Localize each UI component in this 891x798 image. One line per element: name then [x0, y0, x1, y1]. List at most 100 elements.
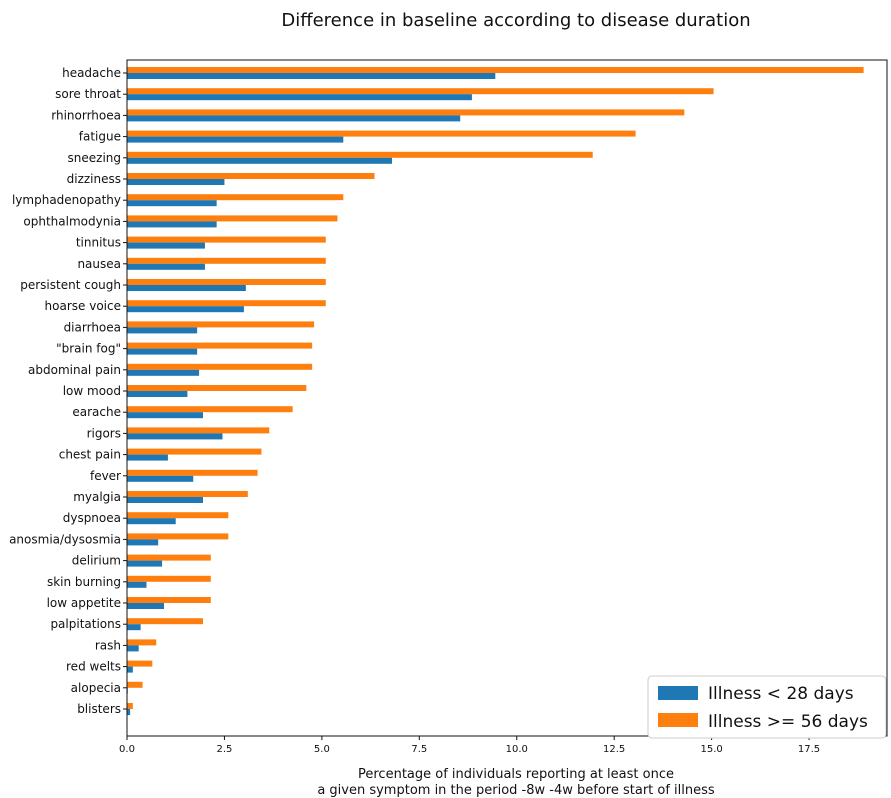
- bar-blisters-illness-56-days-or-more: [127, 703, 133, 709]
- bar-fever-illness-56-days-or-more: [127, 469, 258, 476]
- y-tick-label-anosmia-dysosmia: anosmia/dysosmia: [9, 532, 121, 546]
- bar-brain-fog-illness-56-days-or-more: [127, 342, 313, 349]
- bar-palpitations-illness-under-28-days: [127, 624, 141, 631]
- bar-lymphadenopathy-illness-under-28-days: [127, 200, 217, 207]
- bar-headache-illness-under-28-days: [127, 73, 496, 79]
- y-tick-label-rhinorrhoea: rhinorrhoea: [51, 108, 121, 122]
- bar-abdominal-pain-illness-56-days-or-more: [127, 363, 313, 370]
- y-tick-label-low-mood: low mood: [63, 384, 121, 398]
- y-tick-label-hoarse-voice: hoarse voice: [45, 299, 121, 313]
- y-tick-label-brain-fog: "brain fog": [56, 342, 121, 356]
- bar-rash-illness-56-days-or-more: [127, 639, 157, 646]
- y-tick-label-ophthalmodynia: ophthalmodynia: [23, 214, 121, 228]
- bar-fever-illness-under-28-days: [127, 475, 194, 482]
- chart-title: Difference in baseline according to dise…: [281, 10, 750, 31]
- y-tick-label-abdominal-pain: abdominal pain: [28, 363, 121, 377]
- legend-label-illness-56-days-or-more: Illness >= 56 days: [708, 712, 868, 732]
- bar-dyspnoea-illness-under-28-days: [127, 518, 176, 525]
- y-tick-label-delirium: delirium: [72, 554, 121, 568]
- bar-rigors-illness-under-28-days: [127, 433, 223, 440]
- y-tick-label-myalgia: myalgia: [73, 490, 121, 504]
- y-tick-label-lymphadenopathy: lymphadenopathy: [12, 193, 121, 207]
- y-tick-label-chest-pain: chest pain: [59, 448, 121, 462]
- bar-chest-pain-illness-56-days-or-more: [127, 448, 262, 455]
- bar-alopecia-illness-56-days-or-more: [127, 681, 143, 688]
- bar-dizziness-illness-56-days-or-more: [127, 173, 375, 179]
- y-tick-label-headache: headache: [62, 66, 121, 80]
- legend-swatch-illness-56-days-or-more: [658, 713, 698, 727]
- y-tick-label-red-welts: red welts: [66, 660, 121, 674]
- bar-rhinorrhoea-illness-56-days-or-more: [127, 109, 685, 116]
- bar-sore-throat-illness-under-28-days: [127, 94, 472, 101]
- x-tick-label-1: 2.5: [216, 744, 232, 755]
- bar-rigors-illness-56-days-or-more: [127, 427, 270, 434]
- bar-fatigue-illness-56-days-or-more: [127, 130, 636, 137]
- y-tick-label-tinnitus: tinnitus: [76, 236, 121, 250]
- x-tick-label-2: 5.0: [314, 744, 330, 755]
- bar-nausea-illness-56-days-or-more: [127, 257, 326, 264]
- y-tick-label-alopecia: alopecia: [71, 681, 121, 695]
- bar-fatigue-illness-under-28-days: [127, 136, 344, 143]
- bar-palpitations-illness-56-days-or-more: [127, 618, 203, 625]
- y-tick-label-persistent-cough: persistent cough: [20, 278, 121, 292]
- bar-brain-fog-illness-under-28-days: [127, 348, 198, 355]
- y-tick-label-diarrhoea: diarrhoea: [64, 320, 121, 334]
- bar-nausea-illness-under-28-days: [127, 263, 205, 270]
- bar-low-mood-illness-56-days-or-more: [127, 385, 307, 391]
- bar-headache-illness-56-days-or-more: [127, 67, 864, 73]
- bar-skin-burning-illness-56-days-or-more: [127, 575, 211, 582]
- bar-red-welts-illness-under-28-days: [127, 666, 133, 673]
- x-axis-label-line-1: Percentage of individuals reporting at l…: [358, 767, 674, 782]
- bar-red-welts-illness-56-days-or-more: [127, 660, 153, 667]
- y-tick-label-rash: rash: [95, 638, 121, 652]
- bar-sneezing-illness-56-days-or-more: [127, 151, 593, 158]
- bar-myalgia-illness-under-28-days: [127, 497, 203, 503]
- bar-diarrhoea-illness-under-28-days: [127, 327, 198, 334]
- y-tick-label-low-appetite: low appetite: [47, 596, 121, 610]
- bars-layer: [127, 67, 864, 715]
- bar-tinnitus-illness-under-28-days: [127, 242, 205, 249]
- bar-ophthalmodynia-illness-under-28-days: [127, 221, 217, 228]
- plot-frame: [126, 59, 888, 737]
- y-axis-ticks: headache sore throat rhinorrhoea fatigue sne…: [9, 66, 127, 716]
- bar-earache-illness-under-28-days: [127, 412, 203, 419]
- y-tick-label-fever: fever: [90, 469, 121, 483]
- y-tick-label-sore-throat: sore throat: [55, 87, 121, 101]
- x-tick-label-4: 10.0: [506, 744, 528, 755]
- bar-delirium-illness-under-28-days: [127, 560, 163, 567]
- y-tick-label-fatigue: fatigue: [79, 130, 121, 144]
- bar-rash-illness-under-28-days: [127, 645, 139, 652]
- bar-anosmia-dysosmia-illness-56-days-or-more: [127, 533, 229, 540]
- bar-hoarse-voice-illness-56-days-or-more: [127, 300, 326, 307]
- x-tick-label-0: 0.0: [119, 744, 135, 755]
- bar-persistent-cough-illness-under-28-days: [127, 285, 246, 291]
- bar-dyspnoea-illness-56-days-or-more: [127, 512, 229, 519]
- bar-persistent-cough-illness-56-days-or-more: [127, 279, 326, 285]
- x-tick-label-3: 7.5: [411, 744, 427, 755]
- y-tick-label-rigors: rigors: [87, 426, 121, 440]
- bar-delirium-illness-56-days-or-more: [127, 554, 211, 561]
- y-tick-label-skin-burning: skin burning: [47, 575, 121, 589]
- bar-diarrhoea-illness-56-days-or-more: [127, 321, 315, 328]
- bar-blisters-illness-under-28-days: [127, 709, 131, 715]
- bar-earache-illness-56-days-or-more: [127, 406, 293, 413]
- x-tick-label-6: 15.0: [700, 744, 722, 755]
- y-tick-label-dizziness: dizziness: [67, 172, 121, 186]
- legend-swatch-illness-under-28-days: [658, 686, 698, 700]
- legend: Illness < 28 days Illness >= 56 days: [647, 675, 887, 739]
- bar-sore-throat-illness-56-days-or-more: [127, 88, 714, 95]
- x-axis-ticks: 0.0 2.5 5.0 7.5 10.0 12.5 15.0 17.5: [119, 736, 820, 755]
- y-tick-label-earache: earache: [72, 405, 121, 419]
- bar-low-appetite-illness-under-28-days: [127, 603, 165, 609]
- legend-label-illness-under-28-days: Illness < 28 days: [708, 684, 854, 704]
- bar-chest-pain-illness-under-28-days: [127, 454, 168, 461]
- bar-abdominal-pain-illness-under-28-days: [127, 369, 200, 376]
- y-tick-label-palpitations: palpitations: [50, 617, 121, 631]
- bar-lymphadenopathy-illness-56-days-or-more: [127, 194, 344, 201]
- y-tick-label-dyspnoea: dyspnoea: [63, 511, 121, 525]
- y-tick-label-sneezing: sneezing: [68, 151, 121, 165]
- bar-tinnitus-illness-56-days-or-more: [127, 236, 326, 243]
- y-tick-label-blisters: blisters: [77, 702, 121, 716]
